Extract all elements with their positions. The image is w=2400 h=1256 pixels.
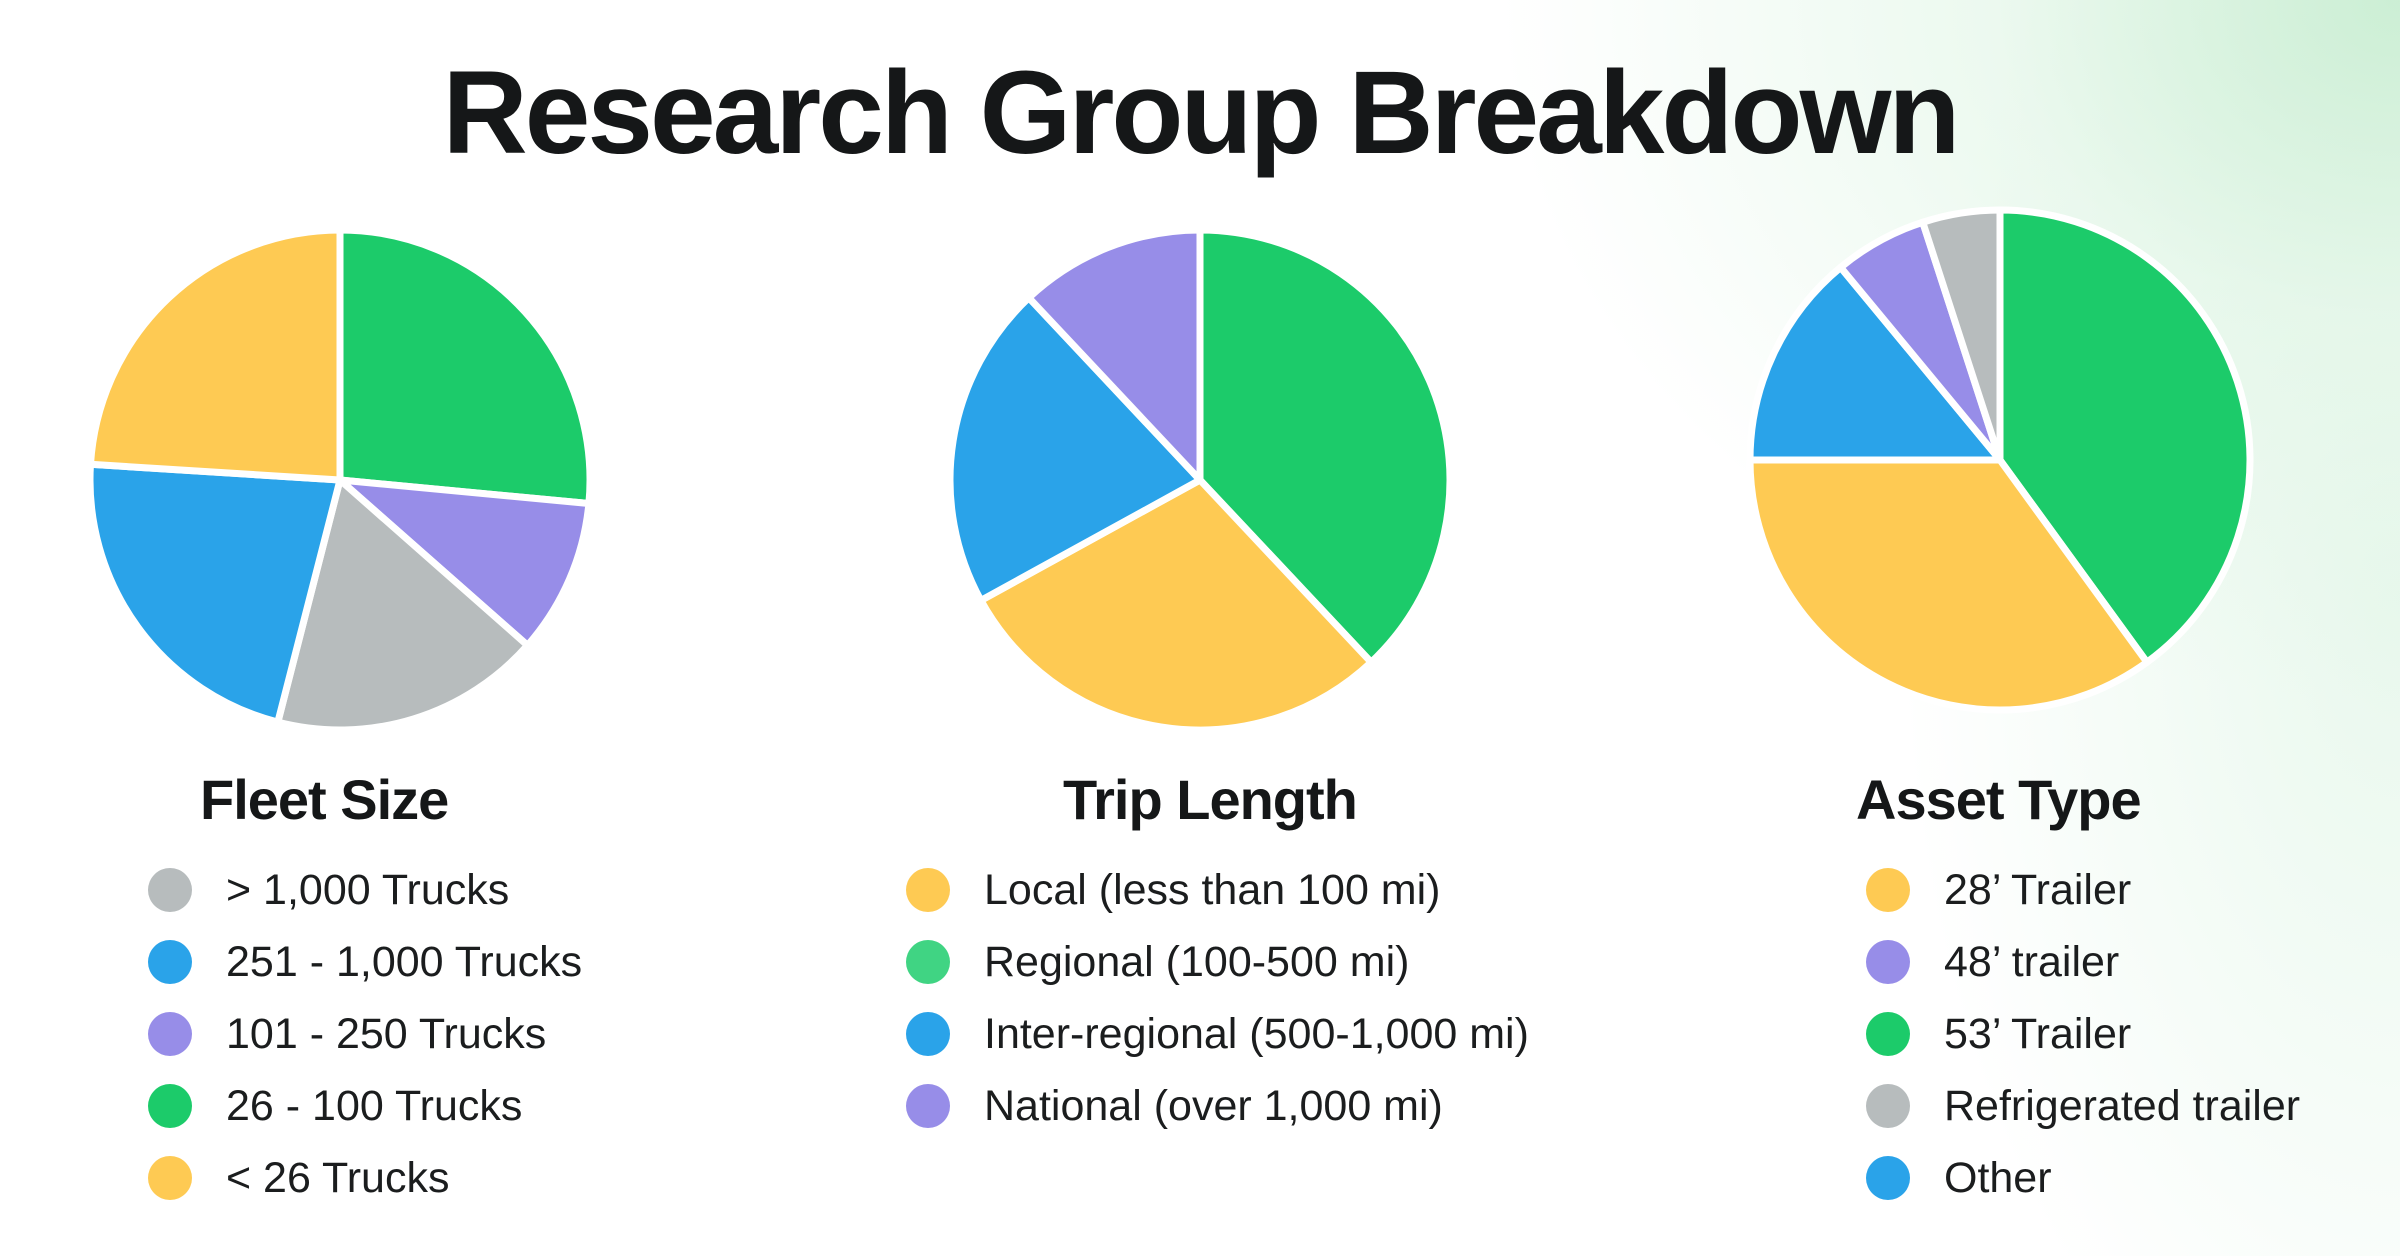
pie-chart-fleet-size: [86, 226, 594, 734]
pie-slice-101-250-trucks: [336, 476, 593, 649]
pie-slice-251-1-000-trucks: [86, 460, 344, 726]
chart-title-asset-type: Asset Type: [1856, 768, 2142, 831]
legend-label: National (over 1,000 mi): [984, 1082, 1443, 1130]
legend-swatch: [148, 868, 192, 912]
legend-swatch: [906, 1012, 950, 1056]
legend-label: Refrigerated trailer: [1944, 1082, 2301, 1130]
legend-label: 28’ Trailer: [1944, 866, 2132, 914]
legend-label: 26 - 100 Trucks: [226, 1082, 523, 1130]
legend-label: Inter-regional (500-1,000 mi): [984, 1010, 1529, 1058]
pie-chart-trip-length: [946, 226, 1454, 734]
legend-swatch: [148, 1156, 192, 1200]
pie-slice-local-less-than-100-mi: [977, 476, 1375, 734]
legend-swatch: [906, 868, 950, 912]
legend-label: 48’ trailer: [1944, 938, 2120, 986]
legend-label: < 26 Trucks: [226, 1154, 450, 1202]
pie-chart-asset-type: [1746, 206, 2254, 714]
legend-label: Regional (100-500 mi): [984, 938, 1410, 986]
legend-swatch: [1866, 1156, 1910, 1200]
page-title: Research Group Breakdown: [442, 47, 1961, 179]
legend-swatch: [1866, 940, 1910, 984]
legend-swatch: [906, 940, 950, 984]
legend-swatch: [148, 940, 192, 984]
pie-slice-26-100-trucks: [336, 226, 594, 508]
legend-swatch: [148, 1084, 192, 1128]
chart-title-fleet-size: Fleet Size: [200, 768, 449, 831]
legend-swatch: [148, 1012, 192, 1056]
legend-label: Other: [1944, 1154, 2052, 1202]
legend-label: 251 - 1,000 Trucks: [226, 938, 583, 986]
legend-label: Local (less than 100 mi): [984, 866, 1441, 914]
legend-swatch: [1866, 1012, 1910, 1056]
legend-swatch: [1866, 868, 1910, 912]
pie-slice-1-000-trucks: [274, 476, 532, 734]
pie-slice-refrigerated-trailer: [1919, 206, 2004, 464]
legend-label: 53’ Trailer: [1944, 1010, 2132, 1058]
pie-slice-26-trucks: [86, 226, 344, 484]
legend-label: 101 - 250 Trucks: [226, 1010, 547, 1058]
pie-slice-inter-regional-500-1-000-mi: [946, 294, 1204, 604]
pie-slice-regional-100-500-mi: [1196, 226, 1454, 666]
pie-slice-other: [1746, 263, 2004, 464]
pie-slice-53-trailer: [1996, 206, 2254, 666]
pie-slice-national-over-1-000-mi: [1025, 226, 1204, 484]
chart-title-trip-length: Trip Length: [1063, 768, 1358, 831]
legend-swatch: [1866, 1084, 1910, 1128]
legend-swatch: [906, 1084, 950, 1128]
legend-label: > 1,000 Trucks: [226, 866, 510, 914]
pie-slice-28-trailer: [1746, 456, 2151, 714]
